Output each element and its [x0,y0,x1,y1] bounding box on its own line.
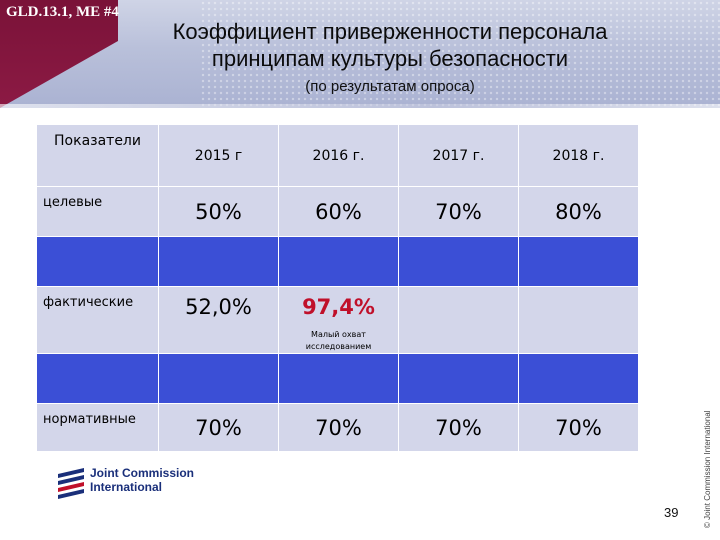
page-number: 39 [664,505,679,520]
slide-title: Коэффициент приверженности персонала при… [100,18,680,72]
jci-logo: Joint Commission International [58,464,208,520]
slide-title-line2: принципам культуры безопасности [211,46,569,71]
indicator-table: Показатели 2015 г 2016 г. 2017 г. 2018 г… [36,124,639,452]
separator-cell [398,236,519,287]
standard-code: GLD.13.1, ME #4 [6,4,119,20]
row-label-target: целевые [36,186,159,237]
separator-cell [36,353,159,404]
table-separator-row [36,236,639,287]
header-cell-2016: 2016 г. [278,124,399,187]
cell-normative-2016: 70% [278,403,399,452]
separator-cell [518,236,639,287]
cell-actual-2015: 52,0% [158,286,279,354]
cell-actual-2018 [518,286,639,354]
jci-logo-line2: International [90,480,163,494]
table-row-actual: фактические 52,0% 97,4% Малый охват иссл… [36,286,639,354]
table-separator-row [36,353,639,404]
separator-cell [158,353,279,404]
row-label-normative: нормативные [36,403,159,452]
table-row-target: целевые 50% 60% 70% 80% [36,186,639,237]
cell-actual-2016: 97,4% Малый охват исследованием [278,286,399,354]
cell-target-2017: 70% [398,186,519,237]
jci-logo-text: Joint Commission International [90,466,194,494]
header-divider [0,104,720,108]
value-actual-2016: 97,4% [302,295,375,319]
value-actual-2015: 52,0% [185,295,252,319]
cell-normative-2018: 70% [518,403,639,452]
slide-title-line1: Коэффициент приверженности персонала [172,19,608,44]
header-cell-indicators: Показатели [36,124,159,187]
row-label-actual: фактические [36,286,159,354]
cell-target-2015: 50% [158,186,279,237]
table-header-row: Показатели 2015 г 2016 г. 2017 г. 2018 г… [36,124,639,187]
cell-target-2016: 60% [278,186,399,237]
slide-subtitle: (по результатам опроса) [305,78,475,95]
cell-target-2018: 80% [518,186,639,237]
separator-cell [278,236,399,287]
separator-cell [36,236,159,287]
header-band: GLD.13.1, ME #4 Коэффициент приверженнос… [0,0,720,108]
separator-cell [398,353,519,404]
separator-cell [278,353,399,404]
header-cell-2018: 2018 г. [518,124,639,187]
cell-actual-2017 [398,286,519,354]
copyright-vertical: © Joint Commission International [703,410,712,529]
low-coverage-note: Малый охват исследованием [305,330,372,351]
table-row-normative: нормативные 70% 70% 70% 70% [36,403,639,452]
separator-cell [158,236,279,287]
header-dot-pattern [200,0,720,108]
header-cell-2017: 2017 г. [398,124,519,187]
header-cell-2015: 2015 г [158,124,279,187]
cell-normative-2015: 70% [158,403,279,452]
jci-logo-icon [58,467,84,499]
separator-cell [518,353,639,404]
jci-logo-line1: Joint Commission [90,466,195,480]
cell-normative-2017: 70% [398,403,519,452]
